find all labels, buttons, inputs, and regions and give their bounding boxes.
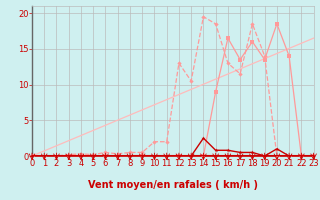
X-axis label: Vent moyen/en rafales ( km/h ): Vent moyen/en rafales ( km/h ) [88, 180, 258, 190]
